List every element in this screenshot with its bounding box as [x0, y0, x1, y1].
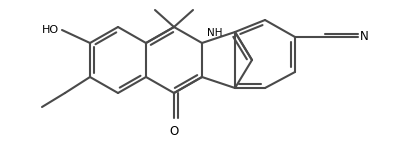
Text: N: N — [360, 29, 369, 42]
Text: HO: HO — [42, 25, 59, 35]
Text: O: O — [169, 125, 178, 138]
Text: NH: NH — [207, 28, 222, 38]
